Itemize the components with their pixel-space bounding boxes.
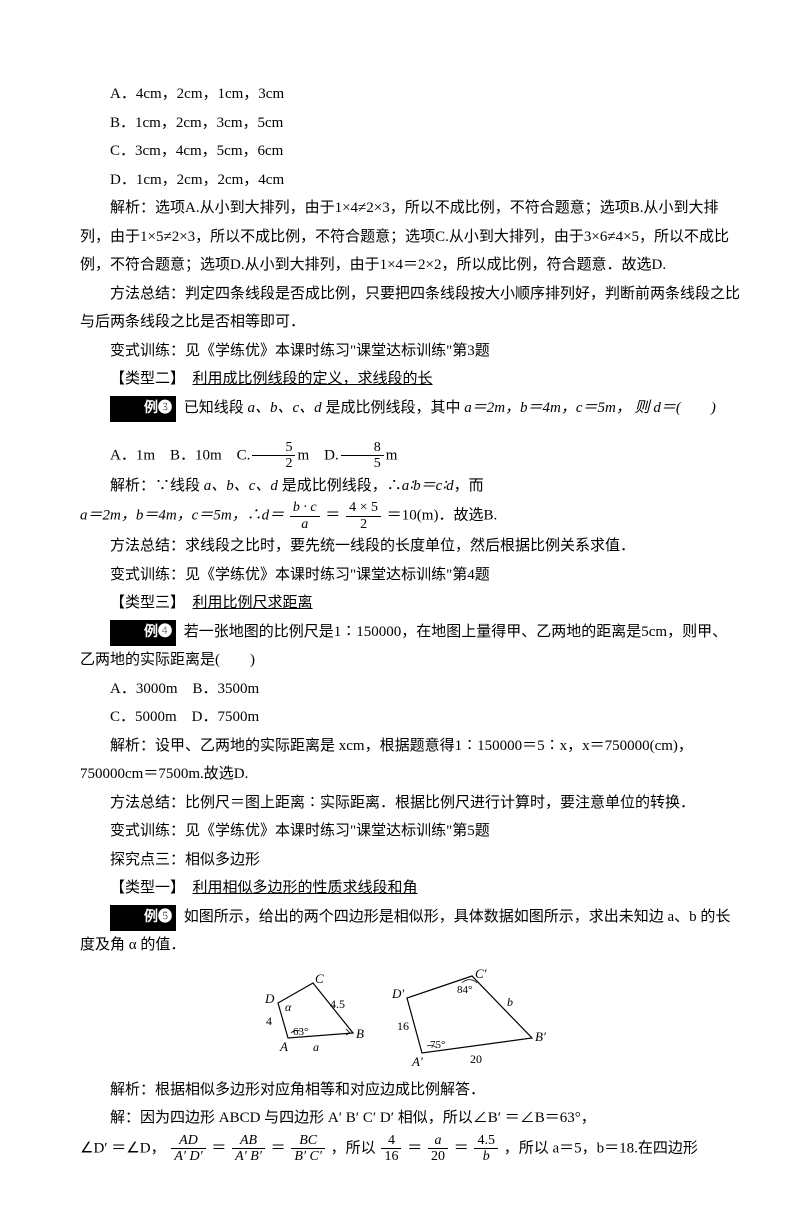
explore-3: 探究点三：相似多边形: [80, 846, 740, 875]
svg-text:C′: C′: [475, 968, 487, 981]
example-4: 例❹ 若一张地图的比例尺是1∶150000，在地图上量得甲、乙两地的距离是5cm…: [80, 618, 740, 675]
option-d: D．1cm，2cm，2cm，4cm: [80, 166, 740, 195]
option-a: A．4cm，2cm，1cm，3cm: [80, 80, 740, 109]
svg-text:A: A: [279, 1039, 288, 1054]
frac-45-2: 4 × 52: [346, 500, 381, 532]
option-b: B．1cm，2cm，3cm，5cm: [80, 109, 740, 138]
ex3-given: a＝2m，b＝4m，c＝5m，: [464, 400, 631, 416]
example-5: 例❺ 如图所示，给出的两个四边形是相似形，具体数据如图所示，求出未知边 a、b …: [80, 903, 740, 960]
example-5-badge: 例❺: [110, 905, 176, 932]
variant-1: 变式训练：见《学练优》本课时练习"课堂达标训练"第3题: [80, 337, 740, 366]
a2d: ，而: [454, 478, 484, 494]
method-3: 方法总结：比例尺＝图上距离∶实际距离．根据比例尺进行计算时，要注意单位的转换．: [80, 789, 740, 818]
type-1b-label: 【类型一】: [110, 880, 178, 896]
variant-2: 变式训练：见《学练优》本课时练习"课堂达标训练"第4题: [80, 561, 740, 590]
svg-text:α: α: [285, 1000, 292, 1014]
eq4: ＝: [407, 1140, 422, 1156]
frac-5-2: 52: [252, 440, 295, 472]
option-c: C．3cm，4cm，5cm，6cm: [80, 137, 740, 166]
svg-text:b: b: [507, 995, 513, 1009]
ex3-text-b: 是成比例线段，其中: [325, 400, 460, 416]
frac-ab: ABA′ B′: [232, 1133, 265, 1165]
svg-text:4.5: 4.5: [330, 997, 345, 1011]
figures: C D A B α 63° 4 4.5 a C′ D′ A′ B′ 84° 75…: [80, 968, 740, 1068]
solution-5b: ∠D′ ＝∠D， ADA′ D′ ＝ ABA′ B′ ＝ BCB′ C′ ，所以…: [80, 1133, 740, 1165]
sol5b: ∠D′ ＝∠D，: [80, 1140, 166, 1156]
eq1: ＝: [325, 508, 340, 524]
svg-text:C: C: [315, 973, 324, 986]
frac-45-b: 4.5b: [474, 1133, 498, 1165]
type-3-heading: 【类型三】 利用比例尺求距离: [80, 589, 740, 618]
frac-a-20: a20: [428, 1133, 448, 1165]
svg-text:B: B: [356, 1026, 364, 1041]
example-4-badge: 例❹: [110, 620, 176, 647]
a2e: a＝2m，b＝4m，c＝5m，∴d＝: [80, 508, 284, 524]
svg-text:D′: D′: [392, 986, 404, 1001]
ex3-opt-m1: m D.: [297, 447, 338, 463]
ex3-ask: 则 d＝( ): [635, 400, 716, 416]
ex3-vars: a、b、c、d: [248, 400, 322, 416]
ex4-text: 若一张地图的比例尺是1∶150000，在地图上量得甲、乙两地的距离是5cm，则甲…: [80, 624, 727, 669]
eq3: ＝: [271, 1140, 286, 1156]
a2a: 解析：∵线段: [110, 478, 200, 494]
ex3-opt-m2: m: [386, 447, 398, 463]
svg-text:a: a: [313, 1040, 319, 1054]
frac-bc-a: b · ca: [290, 500, 320, 532]
variant-3: 变式训练：见《学练优》本课时练习"课堂达标训练"第5题: [80, 817, 740, 846]
analysis-3: 解析：设甲、乙两地的实际距离是 xcm，根据题意得1∶150000＝5∶x，x＝…: [80, 732, 740, 789]
analysis-2-line1: 解析：∵线段 a、b、c、d 是成比例线段，∴a∶b＝c∶d，而: [80, 472, 740, 501]
svg-text:A′: A′: [411, 1054, 423, 1068]
svg-text:B′: B′: [535, 1029, 546, 1044]
ex3-opt-ab: A．1m B．10m C.: [110, 447, 250, 463]
ex5-text: 如图所示，给出的两个四边形是相似形，具体数据如图所示，求出未知边 a、b 的长度…: [80, 909, 730, 954]
analysis-1: 解析：选项A.从小到大排列，由于1×4≠2×3，所以不成比例，不符合题意；选项B…: [80, 194, 740, 280]
svg-text:16: 16: [397, 1019, 409, 1033]
method-1: 方法总结：判定四条线段是否成比例，只要把四条线段按大小顺序排列好，判断前两条线段…: [80, 280, 740, 337]
quad-large: C′ D′ A′ B′ 84° 75° 16 b 20: [392, 968, 562, 1068]
ex4-opt-b: C．5000m D．7500m: [80, 703, 740, 732]
ex3-text-a: 已知线段: [184, 400, 244, 416]
type-2-label: 【类型二】: [110, 371, 178, 387]
quad-small: C D A B α 63° 4 4.5 a: [258, 973, 388, 1063]
method-2: 方法总结：求线段之比时，要先统一线段的长度单位，然后根据比例关系求值．: [80, 532, 740, 561]
ex4-opt-a: A．3000m B．3500m: [80, 675, 740, 704]
example-3: 例❸ 已知线段 a、b、c、d 是成比例线段，其中 a＝2m，b＝4m，c＝5m…: [80, 394, 740, 423]
type-2-title: 利用成比例线段的定义，求线段的长: [193, 371, 433, 387]
type-3-title: 利用比例尺求距离: [193, 595, 313, 611]
eq2: ＝: [211, 1140, 226, 1156]
frac-4-16: 416: [381, 1133, 401, 1165]
type-1b-title: 利用相似多边形的性质求线段和角: [193, 880, 418, 896]
eq5: ＝: [454, 1140, 469, 1156]
solution-5a: 解：因为四边形 ABCD 与四边形 A′ B′ C′ D′ 相似，所以∠B′ ＝…: [80, 1104, 740, 1133]
type-1b-heading: 【类型一】 利用相似多边形的性质求线段和角: [80, 874, 740, 903]
sol5d: ，所以 a＝5，b＝18.在四边形: [504, 1140, 698, 1156]
analysis-5: 解析：根据相似多边形对应角相等和对应边成比例解答．: [80, 1076, 740, 1105]
type-2-heading: 【类型二】 利用成比例线段的定义，求线段的长: [80, 365, 740, 394]
a2-vars: a、b、c、d: [204, 478, 278, 494]
type-3-label: 【类型三】: [110, 595, 178, 611]
a2f: ＝10(m)．故选B.: [387, 508, 497, 524]
example-3-options: A．1m B．10m C.52m D.85m: [80, 440, 740, 472]
svg-text:75°: 75°: [430, 1039, 445, 1051]
svg-text:4: 4: [266, 1014, 272, 1028]
frac-8-5: 85: [341, 440, 384, 472]
a2b: 是成比例线段，∴: [282, 478, 402, 494]
example-3-badge: 例❸: [110, 396, 176, 423]
a2c: a∶b＝c∶d: [402, 478, 454, 494]
frac-bc2: BCB′ C′: [291, 1133, 325, 1165]
sol5c: ，所以: [331, 1140, 376, 1156]
frac-ad: ADA′ D′: [171, 1133, 205, 1165]
svg-text:84°: 84°: [457, 984, 472, 996]
svg-text:D: D: [264, 991, 275, 1006]
svg-text:63°: 63°: [293, 1026, 308, 1038]
analysis-2-line2: a＝2m，b＝4m，c＝5m，∴d＝ b · ca ＝ 4 × 52 ＝10(m…: [80, 500, 740, 532]
svg-text:20: 20: [470, 1052, 482, 1066]
